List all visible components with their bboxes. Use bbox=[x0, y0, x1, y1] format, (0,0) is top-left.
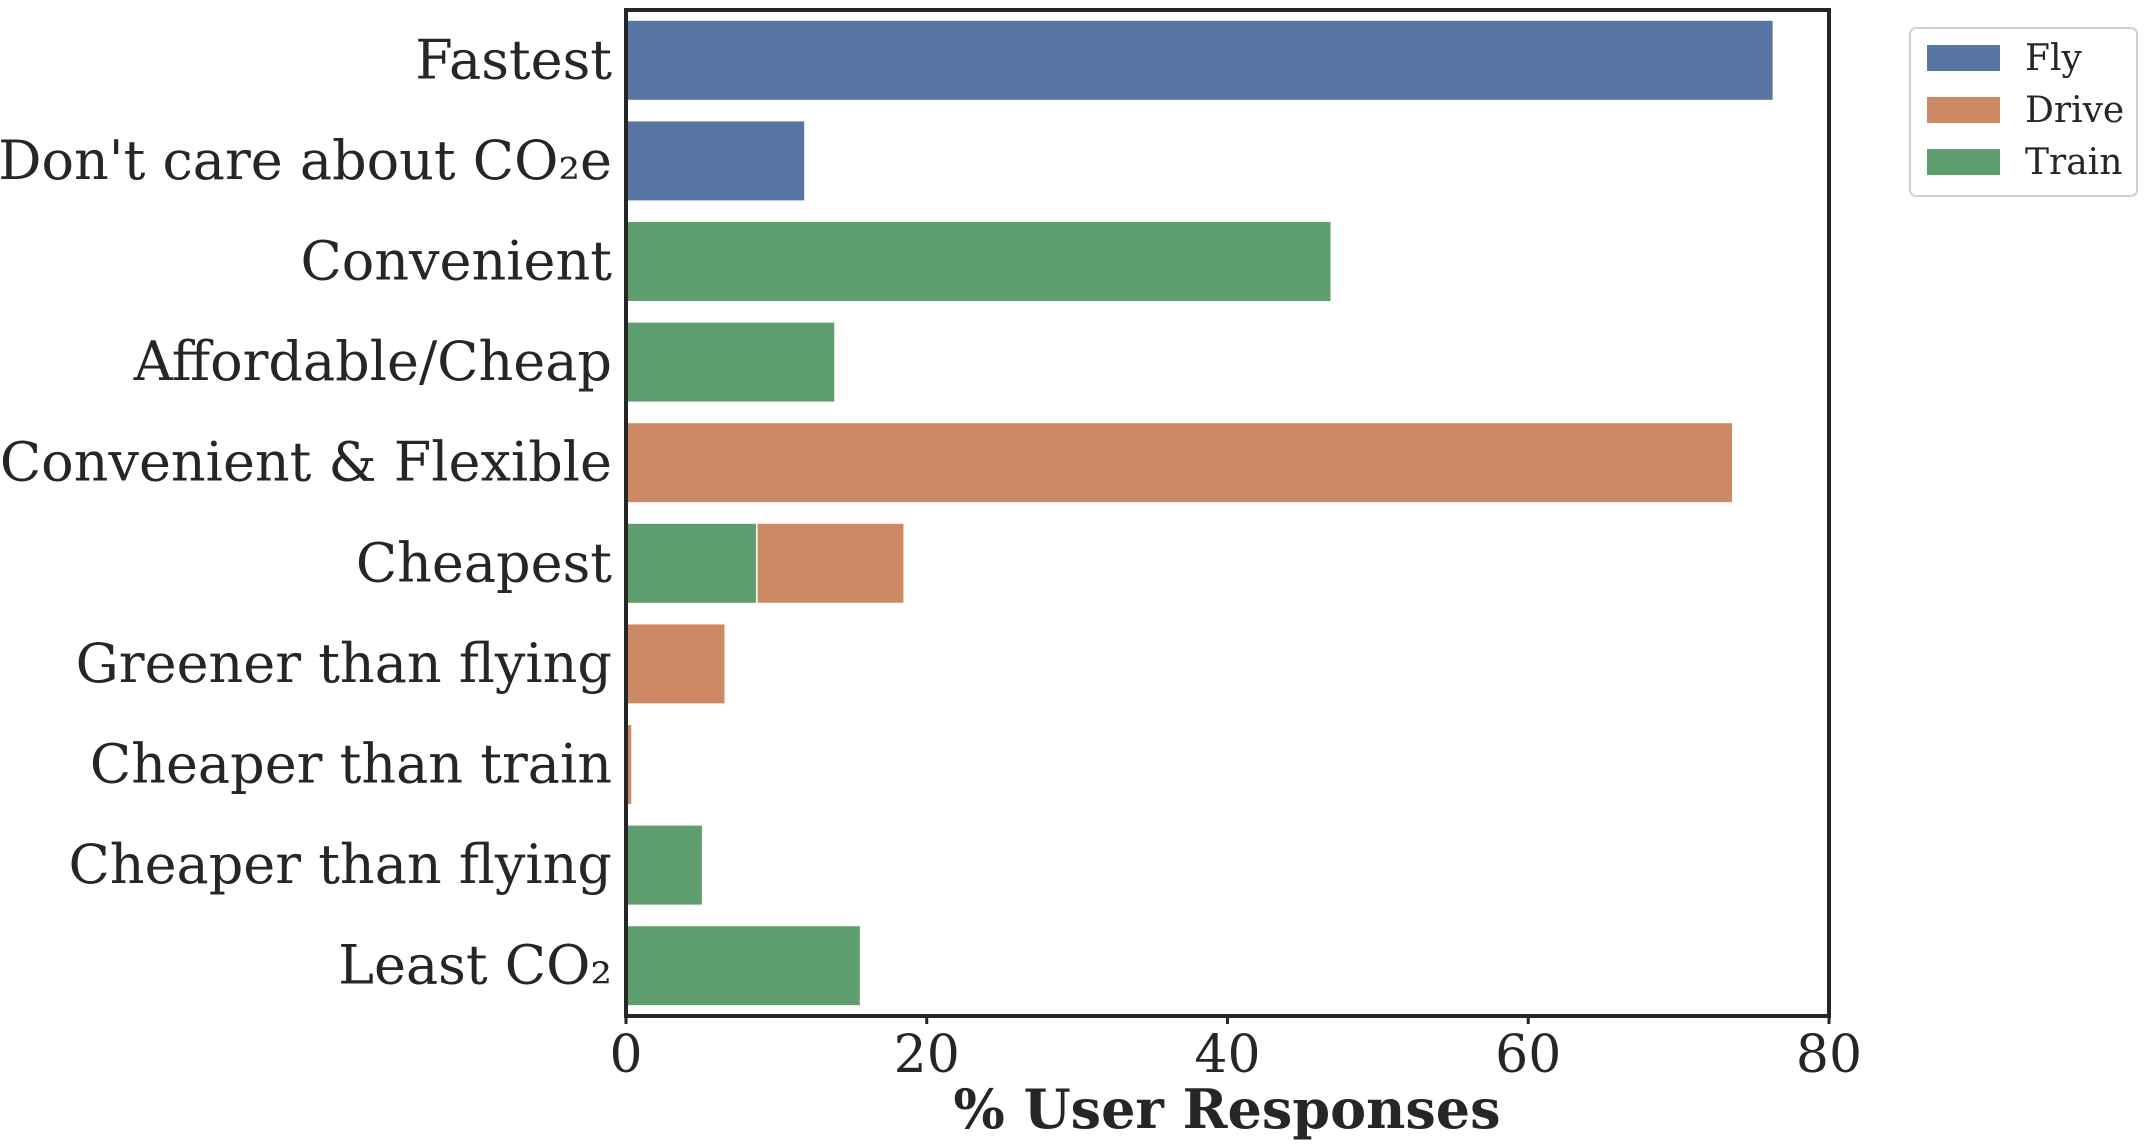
bar-drive-4 bbox=[625, 421, 1734, 504]
y-tick-label: Least CO₂ bbox=[338, 934, 612, 997]
x-tick-label: 60 bbox=[1495, 1025, 1561, 1085]
y-tick-label: Cheaper than train bbox=[90, 733, 612, 796]
legend-swatch-fly bbox=[1927, 45, 2000, 71]
plot-frame bbox=[624, 8, 1831, 1018]
legend: Fly Drive Train bbox=[1909, 27, 2138, 197]
bar-drive-6 bbox=[625, 622, 726, 705]
bar-train-5 bbox=[625, 522, 758, 605]
legend-label-train: Train bbox=[2025, 142, 2122, 183]
y-tick-label: Convenient & Flexible bbox=[0, 431, 612, 494]
y-tick-label: Cheaper than flying bbox=[68, 833, 612, 896]
x-axis-label: % User Responses bbox=[953, 1077, 1500, 1141]
legend-swatch-drive bbox=[1927, 97, 2000, 123]
bar-train-2 bbox=[625, 220, 1333, 303]
legend-label-drive: Drive bbox=[2025, 90, 2124, 131]
bar-train-8 bbox=[625, 824, 704, 907]
x-tick-label: 40 bbox=[1194, 1025, 1260, 1085]
y-tick-label: Convenient bbox=[300, 230, 612, 293]
y-tick-labels: Fastest Don't care about CO₂e Convenient Af… bbox=[0, 28, 612, 996]
bar-train-3 bbox=[625, 321, 836, 404]
bar-fly-0 bbox=[625, 19, 1775, 102]
x-tick-labels: 0 20 40 60 80 bbox=[609, 1016, 1862, 1085]
legend-swatch-train bbox=[1927, 149, 2000, 175]
legend-label-fly: Fly bbox=[2025, 38, 2082, 79]
y-tick-label: Cheapest bbox=[356, 531, 612, 594]
x-tick-label: 20 bbox=[894, 1025, 960, 1085]
x-tick-label: 80 bbox=[1796, 1025, 1862, 1085]
bars-layer bbox=[625, 19, 1775, 1007]
bar-drive-5 bbox=[756, 522, 905, 605]
y-tick-label: Don't care about CO₂e bbox=[0, 129, 612, 192]
y-tick-label: Greener than flying bbox=[76, 632, 612, 695]
y-tick-label: Affordable/Cheap bbox=[133, 330, 612, 393]
y-tick-label: Fastest bbox=[415, 28, 612, 91]
bar-train-9 bbox=[625, 924, 862, 1007]
x-tick-label: 0 bbox=[609, 1025, 642, 1085]
bar-fly-1 bbox=[625, 119, 806, 202]
